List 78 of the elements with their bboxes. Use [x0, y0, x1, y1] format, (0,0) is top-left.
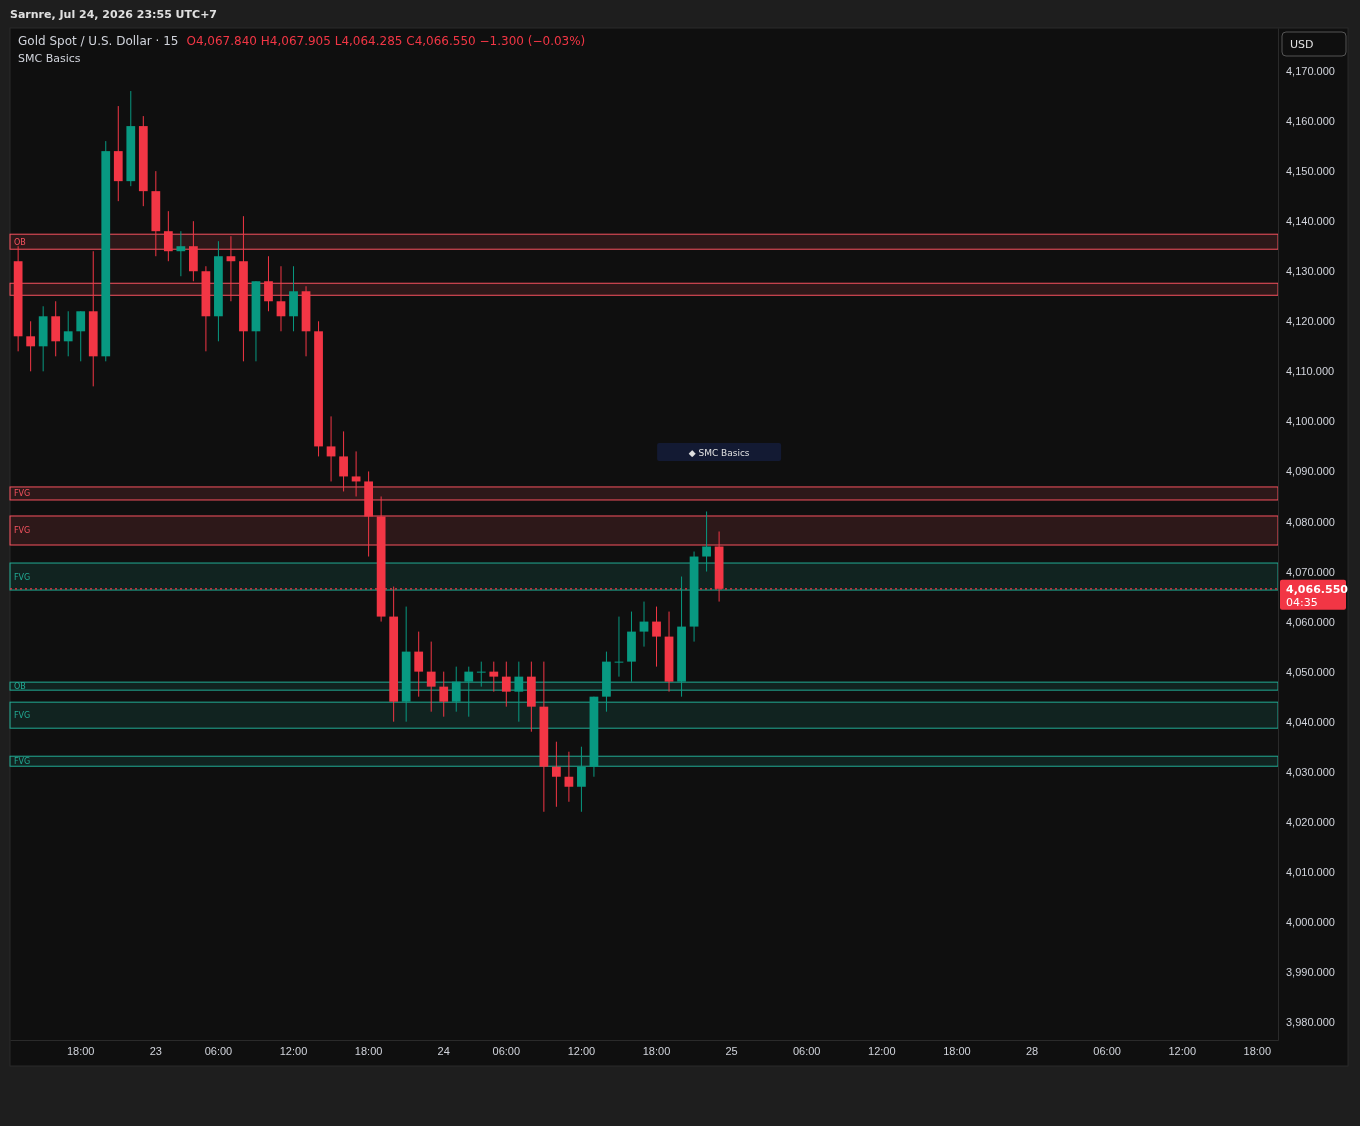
y-tick-label: 4,110.000	[1286, 365, 1335, 378]
y-tick-label: 4,160.000	[1286, 115, 1335, 128]
x-tick-label: 18:00	[354, 1044, 383, 1057]
y-tick-label: 4,100.000	[1286, 415, 1335, 428]
candlestick	[439, 671, 449, 718]
candlestick	[464, 666, 474, 718]
y-tick-label: 4,010.000	[1286, 865, 1335, 878]
x-tick-label: 18:00	[642, 1044, 671, 1057]
x-tick-label: 18:00	[66, 1044, 95, 1057]
y-tick-label: 4,060.000	[1286, 615, 1335, 628]
band-label: FVG	[14, 489, 31, 499]
band-label: OB	[14, 237, 26, 247]
y-tick-label: 4,080.000	[1286, 515, 1335, 528]
x-tick-label: 12:00	[567, 1044, 596, 1057]
candlestick	[514, 661, 524, 723]
candlestick	[226, 235, 236, 302]
candlestick	[489, 661, 499, 693]
candlestick	[414, 631, 424, 698]
candlestick	[476, 661, 486, 688]
y-tick-label: 4,150.000	[1286, 165, 1335, 178]
candlestick	[63, 310, 73, 357]
text: Sarnre, Jul 24, 2026 23:55 UTC+7	[10, 8, 218, 21]
annotation: O4,067.840 H4,067.905 L4,064.285 C4,066.550 −1.300 (−0.03%)	[186, 34, 586, 48]
x-tick-label: 06:00	[492, 1044, 521, 1057]
band-label: OB	[14, 682, 26, 692]
y-tick-label: 3,980.000	[1286, 1016, 1335, 1028]
candlestick	[351, 450, 361, 497]
x-tick-label: 25	[725, 1044, 738, 1057]
x-tick-label: 24	[437, 1044, 450, 1057]
y-tick-label: 4,070.000	[1286, 565, 1335, 578]
x-tick-label: 12:00	[1168, 1044, 1197, 1057]
candlestick	[639, 601, 649, 648]
y-tick-label: 4,140.000	[1286, 215, 1335, 228]
y-tick-label: 4,130.000	[1286, 265, 1335, 278]
candlestick	[326, 415, 336, 482]
candlestick	[552, 741, 561, 808]
x-tick-label: 23	[149, 1044, 162, 1057]
x-tick-label: 28	[1025, 1044, 1039, 1057]
candlestick	[577, 746, 586, 813]
text: USD	[1290, 38, 1314, 51]
candlestick	[163, 210, 173, 262]
candlestick	[176, 230, 186, 277]
y-tick-label: 4,030.000	[1286, 765, 1335, 778]
y-tick-label: 4,000.000	[1286, 915, 1335, 928]
x-tick-label: 12:00	[279, 1044, 308, 1057]
candlestick	[564, 751, 574, 803]
candlestick	[276, 265, 286, 332]
band-label: FVG	[14, 526, 31, 536]
y-tick-label: 4,120.000	[1286, 315, 1335, 328]
candlestick	[451, 666, 461, 713]
y-tick-label: 4,170.000	[1286, 65, 1335, 78]
annotation: ◆ SMC Basics	[688, 448, 750, 458]
y-tick-label: 4,090.000	[1286, 465, 1335, 478]
band-label: FVG	[14, 711, 31, 721]
text: Gold Spot / U.S. Dollar · 15	[18, 34, 179, 48]
candlestick	[426, 641, 436, 713]
y-tick-label: 4,020.000	[1286, 815, 1335, 828]
x-tick-label: 06:00	[204, 1044, 233, 1057]
y-tick-label: 4,050.000	[1286, 665, 1335, 678]
text: 04:35	[1286, 595, 1318, 609]
x-tick-label: 18:00	[1243, 1044, 1272, 1057]
y-tick-label: 3,990.000	[1286, 965, 1335, 978]
x-tick-label: 06:00	[792, 1044, 821, 1057]
text: SMC Basics	[18, 52, 81, 65]
candlestick	[264, 255, 273, 312]
candlestick	[26, 320, 36, 372]
y-tick-label: 4,040.000	[1286, 715, 1335, 728]
band-label: FVG	[14, 572, 31, 582]
x-tick-label: 12:00	[868, 1044, 896, 1057]
x-tick-label: 18:00	[943, 1044, 971, 1057]
band-label: FVG	[14, 757, 31, 767]
x-tick-label: 06:00	[1093, 1044, 1121, 1057]
candlestick	[76, 310, 86, 362]
tooltip-box: ◆ SMC Basics	[657, 443, 782, 461]
candlestick	[702, 510, 711, 573]
candlestick	[652, 606, 661, 668]
candlestick	[339, 430, 348, 492]
candlestick	[501, 661, 511, 708]
